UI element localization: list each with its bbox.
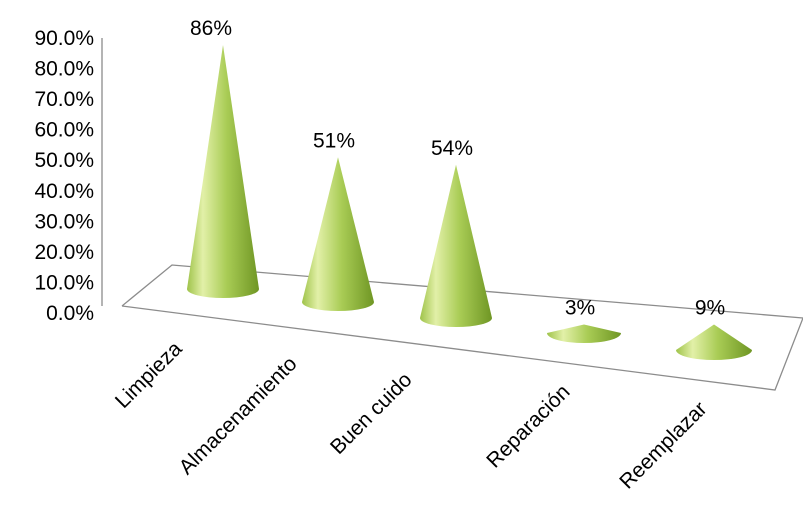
cone-series (187, 45, 752, 360)
data-labels: 86% 51% 54% 3% 9% (190, 17, 725, 319)
cone-bar (676, 324, 752, 360)
y-tick-label: 50.0% (34, 149, 94, 172)
data-label: 3% (565, 296, 595, 319)
data-label: 86% (190, 17, 232, 40)
data-label: 51% (313, 129, 355, 152)
y-tick-label: 70.0% (34, 88, 94, 111)
data-label: 54% (431, 137, 473, 160)
category-label: Reemplazar (615, 397, 711, 493)
data-label: 9% (695, 296, 725, 319)
floor-outline (121, 264, 803, 391)
category-label: Reparación (482, 380, 574, 472)
y-tick-label: 80.0% (34, 58, 94, 81)
cone-bar (302, 157, 374, 311)
cone-bar (547, 324, 621, 343)
cone-bar (187, 45, 259, 298)
y-tick-label: 30.0% (34, 210, 94, 233)
y-tick-label: 0.0% (46, 302, 94, 325)
y-tick-label: 20.0% (34, 241, 94, 264)
category-label: Almacenamiento (175, 352, 302, 479)
y-tick-labels: 0.0% 10.0% 20.0% 30.0% 40.0% 50.0% 60.0% 70.0% 8… (34, 27, 94, 325)
cone-body (187, 45, 259, 298)
y-tick-label: 90.0% (34, 27, 94, 50)
cone-body (676, 324, 752, 360)
cone-body (420, 164, 492, 327)
y-tick-label: 60.0% (34, 119, 94, 142)
plot-frame (101, 38, 803, 391)
y-tick-label: 10.0% (34, 271, 94, 294)
cone-bar (420, 164, 492, 327)
y-tick-label: 40.0% (34, 180, 94, 203)
category-label: Limpieza (111, 337, 187, 413)
cone-body (547, 324, 621, 343)
category-label: Buen cuido (326, 368, 417, 459)
cone-body (302, 157, 374, 311)
